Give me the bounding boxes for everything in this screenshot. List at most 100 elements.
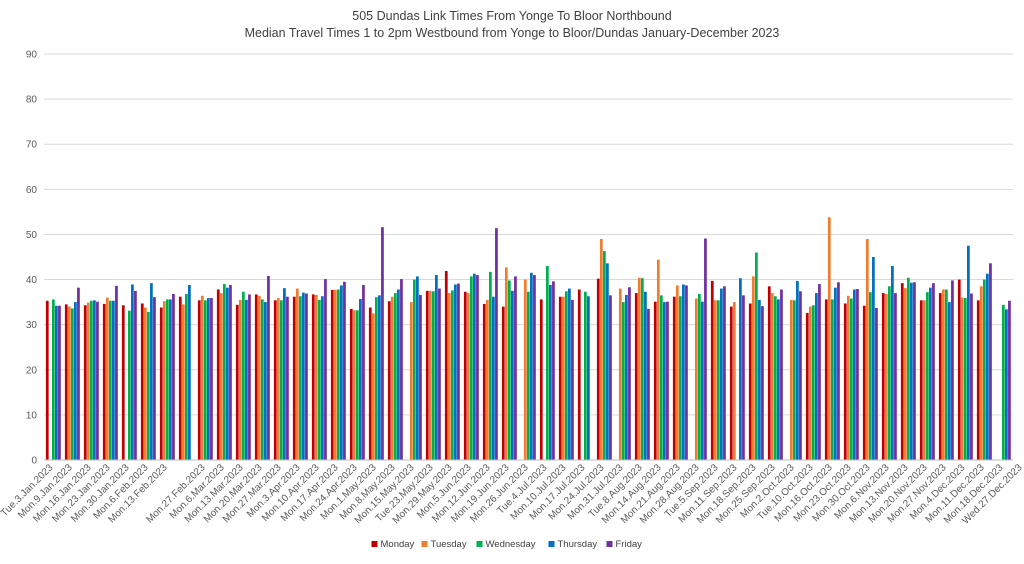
bar-thursday [340, 285, 343, 460]
y-tick-label: 30 [26, 320, 38, 331]
bar-thursday [226, 287, 229, 460]
bar-tuesday [713, 300, 717, 460]
bar-wednesday [659, 295, 663, 460]
bar-monday [672, 296, 676, 460]
bar-friday [400, 279, 403, 460]
y-tick-label: 70 [26, 140, 38, 151]
bar-monday [767, 286, 771, 460]
bar-tuesday [314, 294, 318, 460]
bar-monday [862, 305, 866, 460]
bar-monday [805, 312, 809, 460]
bar-friday [172, 293, 175, 460]
bar-friday [742, 295, 745, 460]
bar-tuesday [751, 276, 755, 460]
bar-monday [729, 306, 733, 460]
legend-swatch-monday [371, 541, 378, 547]
bar-friday [495, 228, 498, 460]
bar-wednesday [754, 252, 758, 460]
bar-thursday [93, 300, 96, 460]
bar-tuesday [561, 296, 565, 460]
bar-thursday [549, 284, 552, 460]
bar-friday [343, 281, 346, 460]
bar-friday [723, 286, 726, 460]
bar-friday [58, 305, 61, 460]
bar-tuesday [485, 299, 489, 460]
bar-tuesday [599, 238, 603, 460]
bar-tuesday [865, 238, 869, 460]
bar-monday [311, 294, 315, 460]
bar-thursday [948, 302, 951, 460]
bar-tuesday [409, 302, 413, 460]
bar-thursday [606, 263, 609, 460]
bar-tuesday [105, 297, 109, 460]
bar-monday [45, 300, 49, 460]
bar-tuesday [656, 259, 660, 460]
legend-swatch-tuesday [421, 541, 428, 547]
bar-tuesday [447, 293, 451, 460]
bar-wednesday [697, 293, 701, 460]
y-tick-label: 60 [26, 185, 38, 196]
bar-wednesday [488, 271, 492, 460]
bar-tuesday [390, 296, 394, 460]
bar-monday [216, 289, 220, 460]
bar-friday [438, 288, 441, 460]
bar-wednesday [222, 284, 226, 460]
bar-friday [210, 298, 213, 460]
bar-wednesday [89, 300, 93, 460]
bar-thursday [986, 273, 989, 460]
bar-thursday [188, 284, 191, 460]
bar-thursday [207, 298, 210, 460]
bar-monday [558, 296, 562, 460]
bar-tuesday [86, 302, 90, 460]
bar-wednesday [849, 298, 853, 460]
bar-friday [951, 280, 954, 460]
bar-friday [419, 294, 422, 460]
bar-monday [425, 290, 429, 460]
bar-thursday [283, 288, 286, 460]
bar-friday [533, 275, 536, 460]
bar-friday [286, 296, 289, 460]
bar-tuesday [694, 298, 698, 460]
bar-friday [932, 283, 935, 460]
bar-friday [476, 275, 479, 460]
bar-tuesday [295, 288, 299, 460]
bar-monday [710, 280, 714, 460]
bar-monday [938, 293, 942, 460]
y-tick-label: 40 [26, 275, 38, 286]
bar-tuesday [941, 289, 945, 460]
bar-friday [381, 227, 384, 460]
bar-monday [653, 301, 657, 460]
bar-monday [235, 304, 239, 460]
bar-wednesday [317, 299, 321, 460]
legend-swatch-wednesday [476, 541, 483, 547]
bar-friday [1008, 300, 1011, 460]
bar-monday [368, 307, 372, 460]
bar-wednesday [355, 310, 359, 460]
bar-monday [577, 289, 581, 460]
legend-label-friday: Friday [616, 539, 643, 550]
bar-friday [685, 285, 688, 460]
bar-thursday [55, 305, 58, 460]
bar-monday [957, 279, 961, 460]
bar-wednesday [678, 296, 682, 460]
bar-monday [292, 296, 296, 460]
x-axis-ticks: Tue.3.Jan.2023Mon.9.Jan.2023Mon.16.Jan.2… [0, 462, 1024, 527]
bar-wednesday [108, 300, 112, 460]
bar-monday [444, 270, 448, 460]
bar-thursday [397, 289, 400, 460]
bar-wednesday [146, 312, 150, 460]
bar-thursday [815, 293, 818, 460]
bar-wednesday [469, 276, 473, 460]
bar-thursday [245, 299, 248, 460]
bar-friday [115, 285, 118, 460]
bar-thursday [473, 273, 476, 460]
bar-wednesday [165, 299, 169, 460]
bar-friday [837, 282, 840, 460]
bar-thursday [435, 275, 438, 460]
bar-tuesday [276, 298, 280, 460]
bars [45, 217, 1011, 460]
bar-monday [900, 283, 904, 460]
bar-monday [254, 294, 258, 460]
bar-friday [894, 293, 897, 460]
bar-monday [463, 291, 467, 460]
